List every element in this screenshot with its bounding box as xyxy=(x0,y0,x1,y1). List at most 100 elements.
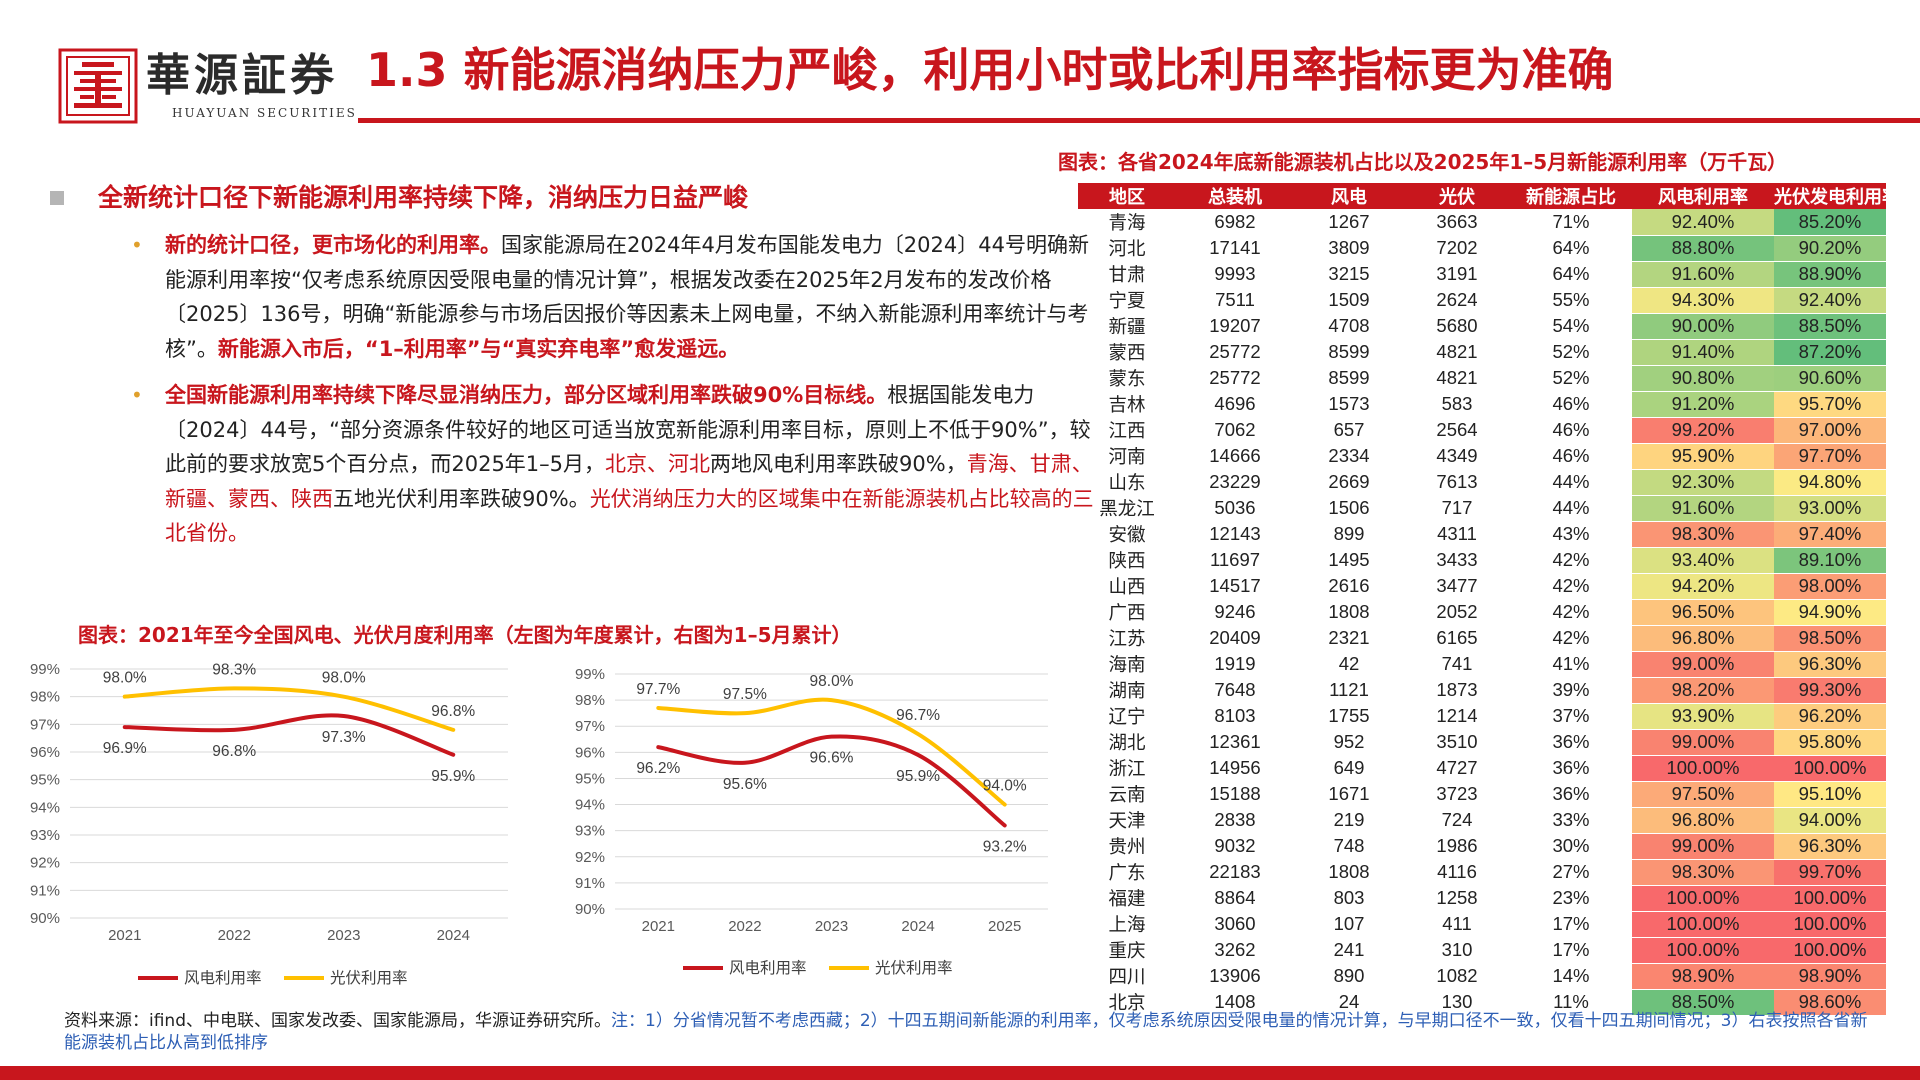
table-row: 辽宁 8103 1755 1214 37% 93.90% 96.20% xyxy=(1078,703,1886,730)
cell-total: 5036 xyxy=(1214,497,1256,518)
solar-series-line xyxy=(122,686,456,732)
table-row: 四川 13906 890 1082 14% 98.90% 98.90% xyxy=(1078,963,1886,990)
cell-wind-rate: 94.20% xyxy=(1632,573,1774,600)
data-label: 97.5% xyxy=(723,686,767,703)
cell-wind-rate: 91.60% xyxy=(1632,495,1774,522)
cell-total: 8103 xyxy=(1214,705,1256,726)
cell-wind: 219 xyxy=(1333,809,1365,830)
table-row: 新疆 19207 4708 5680 54% 90.00% 88.50% xyxy=(1078,313,1886,340)
cell-solar: 724 xyxy=(1441,809,1473,830)
cell-wind-rate: 91.20% xyxy=(1632,391,1774,418)
cell-wind-rate: 91.60% xyxy=(1632,261,1774,288)
cell-wind: 1808 xyxy=(1328,861,1370,882)
cell-share: 41% xyxy=(1552,653,1590,674)
cell-total: 9993 xyxy=(1214,263,1256,284)
cell-region: 云南 xyxy=(1108,784,1146,805)
cell-total: 4696 xyxy=(1214,393,1256,414)
cell-wind-rate: 100.00% xyxy=(1632,755,1774,782)
cell-wind: 649 xyxy=(1333,757,1365,778)
cell-wind-rate: 98.30% xyxy=(1632,521,1774,548)
cell-share: 36% xyxy=(1552,757,1590,778)
brand: 華源証券 HUAYUAN SECURITIES xyxy=(146,48,357,120)
cell-region: 福建 xyxy=(1108,888,1146,909)
cell-wind-rate: 91.40% xyxy=(1632,339,1774,366)
cell-solar: 3433 xyxy=(1436,549,1478,570)
cell-solar-rate: 90.20% xyxy=(1774,235,1886,262)
table-row: 江西 7062 657 2564 46% 99.20% 97.00% xyxy=(1078,417,1886,444)
legend-label: 光伏利用率 xyxy=(875,959,953,977)
cell-wind: 2616 xyxy=(1328,575,1370,596)
cell-region: 海南 xyxy=(1108,654,1146,675)
cell-wind-rate: 96.80% xyxy=(1632,807,1774,834)
bullet-2-solar-regions: 青海、甘肃、新疆、蒙西、陕西 xyxy=(165,452,1093,511)
cell-wind: 42 xyxy=(1338,653,1360,674)
cell-solar-rate: 89.10% xyxy=(1774,547,1886,574)
page-title: 1.3 新能源消纳压力严峻，利用小时或比利用率指标更为准确 xyxy=(366,43,1614,97)
cell-region: 安徽 xyxy=(1108,524,1146,545)
cell-solar-rate: 97.70% xyxy=(1774,443,1886,470)
cell-region: 新疆 xyxy=(1108,316,1146,337)
cell-solar: 583 xyxy=(1441,393,1473,414)
data-label: 97.7% xyxy=(636,681,680,698)
bullet-2-solar-text: 五地光伏利用率跌破90%。 xyxy=(333,486,590,511)
cell-share: 11% xyxy=(1553,991,1589,1012)
cell-solar-rate: 93.00% xyxy=(1774,495,1886,522)
cell-total: 17141 xyxy=(1209,237,1261,258)
summary-section: 全新统计口径下新能源利用率持续下降，消纳压力日益严峻 • 新的统计口径，更市场化… xyxy=(50,180,1094,551)
bullet-2-body: 根据国能发电力〔2024〕44号，“部分资源条件较好的地区可适当放宽新能源利用率… xyxy=(165,383,1091,476)
cell-region: 上海 xyxy=(1108,914,1146,935)
table-row: 浙江 14956 649 4727 36% 100.00% 100.00% xyxy=(1078,755,1886,782)
cell-solar-rate: 98.90% xyxy=(1774,963,1886,990)
col-header-total: 总装机 xyxy=(1176,183,1294,209)
cell-solar: 741 xyxy=(1441,653,1473,674)
cell-share: 42% xyxy=(1552,627,1590,648)
cell-wind: 1671 xyxy=(1328,783,1370,804)
cell-share: 64% xyxy=(1552,263,1590,284)
table-row: 重庆 3262 241 310 17% 100.00% 100.00% xyxy=(1078,937,1886,964)
table-row: 陕西 11697 1495 3433 42% 93.40% 89.10% xyxy=(1078,547,1886,574)
y-tick-label: 90% xyxy=(575,901,605,918)
cell-share: 44% xyxy=(1552,497,1590,518)
cell-wind: 2669 xyxy=(1328,471,1370,492)
cell-share: 37% xyxy=(1552,705,1590,726)
cell-wind-rate: 90.00% xyxy=(1632,313,1774,340)
cell-wind-rate: 95.90% xyxy=(1632,443,1774,470)
table-row: 蒙西 25772 8599 4821 52% 91.40% 87.20% xyxy=(1078,339,1886,366)
cell-region: 广东 xyxy=(1108,862,1146,883)
cell-solar: 4821 xyxy=(1436,341,1478,362)
cell-solar: 4727 xyxy=(1436,757,1478,778)
x-tick-label: 2024 xyxy=(901,918,934,935)
cell-total: 25772 xyxy=(1209,341,1261,362)
wind-series-line xyxy=(122,713,456,757)
cell-solar-rate: 95.80% xyxy=(1774,729,1886,756)
cell-wind: 748 xyxy=(1333,835,1365,856)
cell-solar-rate: 95.10% xyxy=(1774,781,1886,808)
cell-wind: 24 xyxy=(1338,991,1360,1012)
cell-share: 46% xyxy=(1552,393,1590,414)
bullet-1-conclusion: 新能源入市后，“1–利用率”与“真实弃电率”愈发遥远。 xyxy=(217,336,740,361)
data-label: 96.9% xyxy=(103,740,147,757)
x-tick-label: 2023 xyxy=(327,927,360,944)
cell-region: 山东 xyxy=(1108,472,1146,493)
cell-region: 蒙东 xyxy=(1108,368,1146,389)
y-tick-label: 91% xyxy=(30,882,60,899)
cell-wind-rate: 99.00% xyxy=(1632,833,1774,860)
cell-share: 46% xyxy=(1552,419,1590,440)
cell-total: 1408 xyxy=(1214,991,1256,1012)
cell-share: 42% xyxy=(1552,549,1590,570)
cell-solar-rate: 98.00% xyxy=(1774,573,1886,600)
line-chart-annual: 99% 98% 97% 96% 95% 94% 93% 92% 91% 90% 2021 2022 20… xyxy=(30,661,508,987)
table-row: 海南 1919 42 741 41% 99.00% 96.30% xyxy=(1078,651,1886,678)
cell-region: 湖南 xyxy=(1108,680,1146,701)
cell-share: 64% xyxy=(1552,237,1590,258)
cell-solar: 4311 xyxy=(1437,523,1477,544)
province-table: 地区 总装机 风电 光伏 新能源占比 风电利用率 光伏发电利用率 青海 6982 1… xyxy=(1078,183,1900,1016)
cell-share: 43% xyxy=(1552,523,1590,544)
y-tick-label: 96% xyxy=(575,744,605,761)
cell-region: 蒙西 xyxy=(1108,342,1146,363)
cell-total: 2838 xyxy=(1214,809,1256,830)
table-row: 山西 14517 2616 3477 42% 94.20% 98.00% xyxy=(1078,573,1886,600)
brand-name-en: HUAYUAN SECURITIES xyxy=(172,106,357,120)
cell-region: 河北 xyxy=(1108,238,1146,259)
cell-total: 23229 xyxy=(1209,471,1261,492)
